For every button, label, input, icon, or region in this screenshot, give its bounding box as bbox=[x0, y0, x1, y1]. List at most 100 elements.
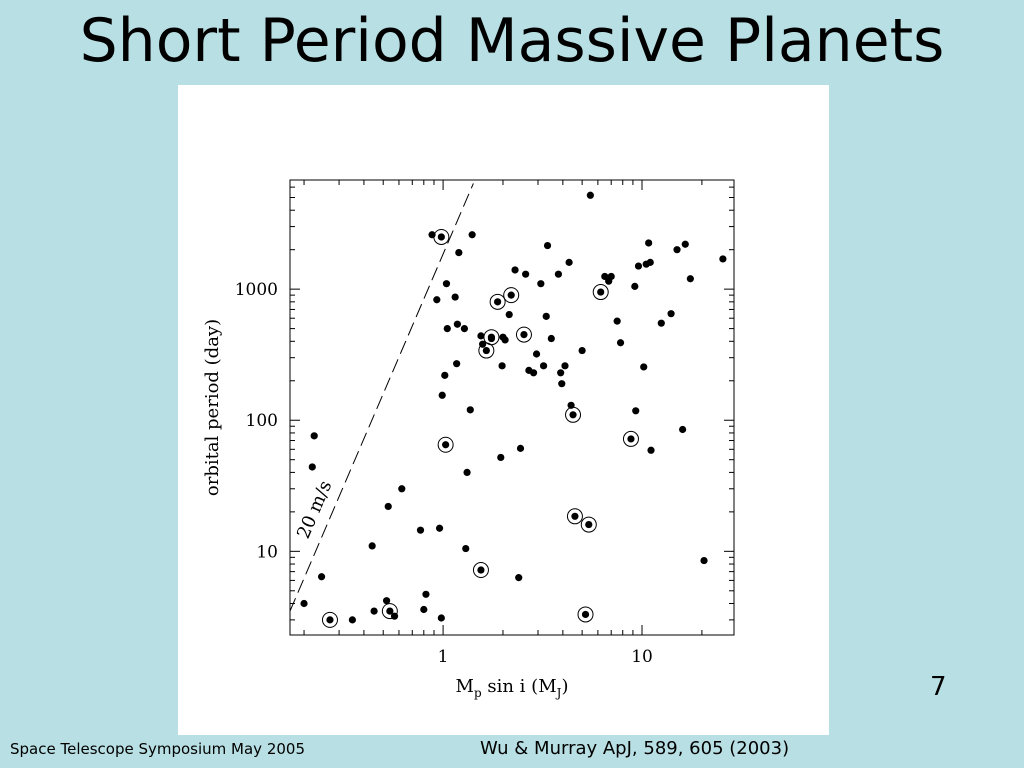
axis-ticks bbox=[290, 180, 734, 635]
circled-data-point bbox=[515, 326, 532, 343]
data-point bbox=[542, 312, 550, 320]
data-point bbox=[300, 599, 308, 608]
data-point bbox=[586, 191, 594, 199]
data-point bbox=[585, 520, 593, 529]
data-point bbox=[640, 363, 648, 371]
data-point bbox=[460, 325, 469, 333]
data-point bbox=[520, 330, 528, 339]
data-point bbox=[384, 502, 392, 511]
circled-data-point bbox=[566, 508, 583, 525]
y-tick-label: 100 bbox=[246, 411, 278, 431]
y-axis-label: orbital period (day) bbox=[202, 319, 223, 496]
point-ring bbox=[483, 329, 500, 346]
data-point bbox=[581, 610, 590, 619]
data-point bbox=[561, 362, 569, 370]
data-point bbox=[398, 485, 406, 493]
point-ring bbox=[489, 293, 506, 310]
data-point bbox=[529, 369, 538, 377]
data-point bbox=[532, 350, 541, 358]
data-point bbox=[632, 407, 640, 415]
data-point bbox=[442, 441, 450, 449]
data-point bbox=[557, 369, 565, 377]
data-point bbox=[463, 468, 471, 476]
point-ring bbox=[622, 430, 639, 447]
data-point bbox=[565, 258, 573, 266]
circled-data-point bbox=[483, 329, 500, 346]
point-ring bbox=[433, 228, 450, 245]
data-point bbox=[420, 605, 428, 614]
data-point bbox=[382, 597, 391, 605]
y-tick-label: 1000 bbox=[235, 280, 278, 300]
point-ring bbox=[437, 436, 454, 453]
circled-data-point bbox=[580, 516, 597, 533]
data-point bbox=[326, 616, 334, 624]
data-point bbox=[462, 544, 470, 553]
data-point bbox=[494, 298, 502, 306]
data-point bbox=[558, 380, 566, 388]
circled-data-point bbox=[622, 430, 639, 447]
point-ring bbox=[321, 611, 338, 628]
data-point bbox=[539, 362, 548, 370]
data-point bbox=[455, 248, 463, 257]
scatter-plot: 20 m/s 1 10 10 100 1000 Mp sin i (MJ) orbital … bbox=[202, 179, 735, 700]
data-point bbox=[505, 310, 513, 319]
data-point bbox=[700, 556, 708, 565]
data-point bbox=[433, 296, 441, 304]
data-point bbox=[647, 446, 655, 454]
data-point bbox=[601, 272, 609, 281]
data-point bbox=[554, 270, 563, 278]
data-point bbox=[627, 435, 635, 443]
data-point bbox=[453, 320, 461, 328]
data-point bbox=[667, 310, 675, 318]
data-point bbox=[597, 288, 605, 296]
circled-data-point bbox=[592, 284, 609, 301]
footer-citation: Wu & Murray ApJ, 589, 605 (2003) bbox=[480, 738, 790, 759]
circled-data-point bbox=[565, 406, 582, 423]
x-axis-label: Mp sin i (MJ) bbox=[456, 676, 569, 700]
data-point bbox=[686, 275, 694, 283]
point-ring bbox=[515, 326, 532, 343]
x-tick-label: 1 bbox=[438, 647, 449, 667]
data-point bbox=[657, 319, 665, 327]
point-ring bbox=[592, 284, 609, 301]
data-point bbox=[348, 616, 356, 624]
data-point bbox=[631, 282, 639, 290]
data-point bbox=[569, 411, 577, 419]
data-point bbox=[543, 241, 552, 250]
point-ring bbox=[580, 516, 597, 533]
x-tick-label: 10 bbox=[631, 647, 653, 667]
data-point bbox=[537, 280, 545, 288]
point-ring bbox=[565, 406, 582, 423]
point-ring bbox=[472, 562, 489, 579]
data-point bbox=[437, 233, 445, 241]
reference-line bbox=[289, 183, 474, 612]
page-number: 7 bbox=[930, 672, 947, 702]
data-point bbox=[634, 262, 643, 270]
plot-frame bbox=[289, 179, 735, 636]
data-point bbox=[646, 258, 654, 266]
data-point bbox=[511, 266, 519, 274]
circled-data-point bbox=[437, 436, 454, 453]
footer-event: Space Telescope Symposium May 2005 bbox=[10, 740, 306, 758]
axis-labels: 1 10 10 100 1000 Mp sin i (MJ) orbital period … bbox=[202, 280, 653, 700]
data-points bbox=[300, 191, 727, 628]
circled-data-point bbox=[321, 611, 338, 628]
data-point bbox=[616, 339, 625, 347]
data-point bbox=[522, 270, 530, 278]
data-point bbox=[422, 590, 430, 598]
data-point bbox=[482, 346, 490, 355]
data-point bbox=[317, 573, 326, 581]
data-point bbox=[578, 346, 586, 355]
circled-data-point bbox=[433, 228, 450, 245]
data-point bbox=[547, 334, 555, 343]
data-point bbox=[487, 333, 496, 341]
circled-data-point bbox=[478, 342, 495, 359]
data-point bbox=[515, 574, 523, 582]
data-point bbox=[477, 332, 485, 340]
data-point bbox=[497, 453, 505, 462]
data-point bbox=[501, 336, 509, 344]
circled-data-point bbox=[577, 606, 594, 623]
data-point bbox=[477, 566, 485, 574]
data-point bbox=[438, 391, 446, 399]
data-point bbox=[719, 255, 727, 263]
